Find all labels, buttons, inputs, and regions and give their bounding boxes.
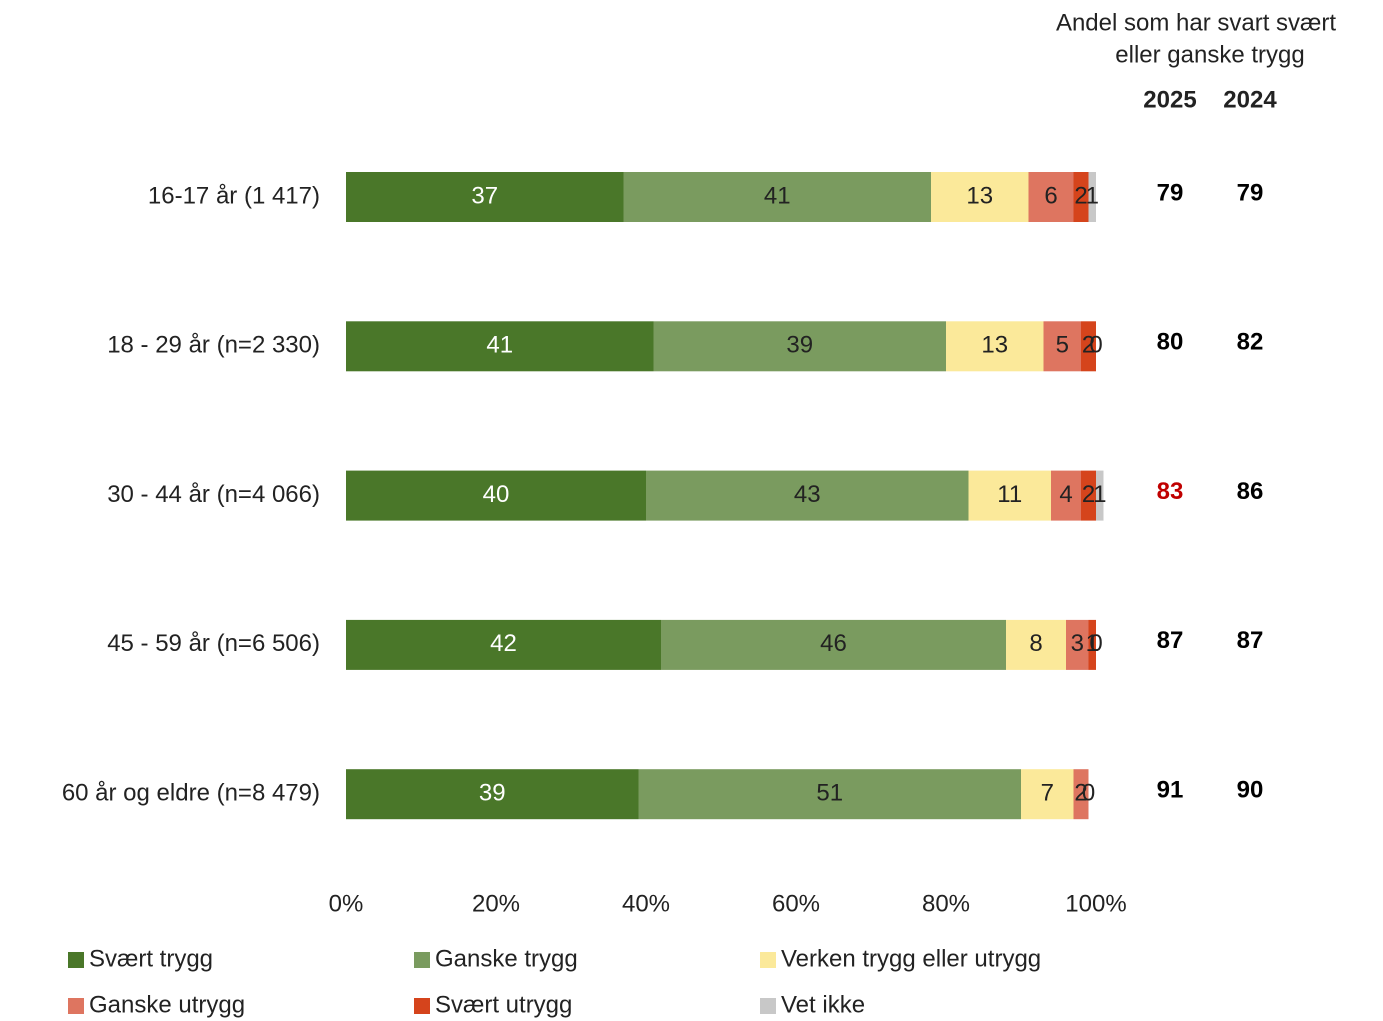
column-value: 79 xyxy=(1157,179,1184,206)
bar-segment xyxy=(646,470,969,521)
data-label: 41 xyxy=(486,332,513,359)
bar-segment xyxy=(638,769,1021,820)
annotation: Andel som har svart svært xyxy=(1056,9,1336,36)
x-tick-label: 40% xyxy=(622,890,670,917)
bar-segment xyxy=(1073,769,1089,820)
data-label: 37 xyxy=(471,182,498,209)
data-label: 0 xyxy=(1082,780,1095,807)
legend-label: Ganske utrygg xyxy=(89,991,245,1018)
bar-segment xyxy=(1081,470,1096,521)
x-tick-label: 100% xyxy=(1065,890,1126,917)
bar-segment xyxy=(1066,619,1089,670)
data-label: 6 xyxy=(1044,182,1057,209)
data-label: 42 xyxy=(490,630,517,657)
bar-segment xyxy=(931,172,1029,222)
column-value: 87 xyxy=(1237,627,1264,654)
column-header: 2025 xyxy=(1143,86,1196,113)
annotation: eller ganske trygg xyxy=(1115,41,1304,68)
bar-segment xyxy=(661,619,1006,670)
data-label: 0 xyxy=(1089,332,1102,359)
data-label: 4 xyxy=(1059,481,1072,508)
data-label: 2 xyxy=(1082,332,1095,359)
legend-swatch xyxy=(68,952,84,968)
category-label: 45 - 59 år (n=6 506) xyxy=(107,630,320,657)
data-label: 1 xyxy=(1086,630,1099,657)
legend-label: Svært utrygg xyxy=(435,991,572,1018)
data-label: 2 xyxy=(1074,182,1087,209)
data-label: 5 xyxy=(1056,332,1069,359)
bar-segment xyxy=(968,470,1051,521)
bar-segment xyxy=(1051,470,1081,521)
bar-segment xyxy=(1096,470,1104,521)
legend-swatch xyxy=(414,952,430,968)
legend-label: Svært trygg xyxy=(89,945,213,972)
x-tick-label: 20% xyxy=(472,890,520,917)
bar-segment xyxy=(346,321,654,372)
bar-segment xyxy=(623,172,931,222)
column-value: 79 xyxy=(1237,179,1264,206)
bar-segment xyxy=(346,769,639,820)
data-label: 13 xyxy=(966,182,993,209)
bar-segment xyxy=(1088,619,1096,670)
bar-segment xyxy=(1043,321,1081,372)
bar-segment xyxy=(1081,321,1096,372)
data-label: 1 xyxy=(1086,182,1099,209)
column-value: 86 xyxy=(1237,478,1264,505)
data-label: 11 xyxy=(997,481,1022,508)
legend-label: Verken trygg eller utrygg xyxy=(781,945,1041,972)
bar-segment xyxy=(346,172,624,222)
x-tick-label: 60% xyxy=(772,890,820,917)
legend-swatch xyxy=(760,952,776,968)
data-label: 2 xyxy=(1082,481,1095,508)
category-label: 16-17 år (1 417) xyxy=(148,182,320,209)
bar-segment xyxy=(946,321,1044,372)
x-tick-label: 0% xyxy=(329,890,364,917)
data-label: 39 xyxy=(786,332,813,359)
column-value: 91 xyxy=(1157,777,1184,804)
legend-label: Vet ikke xyxy=(781,991,865,1018)
bar-segment xyxy=(1028,172,1074,222)
data-label: 2 xyxy=(1074,780,1087,807)
category-label: 18 - 29 år (n=2 330) xyxy=(107,332,320,359)
x-tick-label: 80% xyxy=(922,890,970,917)
data-label: 43 xyxy=(794,481,821,508)
column-value: 82 xyxy=(1237,329,1264,356)
bar-segment xyxy=(1006,619,1066,670)
bar-segment xyxy=(1073,172,1089,222)
category-label: 30 - 44 år (n=4 066) xyxy=(107,481,320,508)
data-label: 1 xyxy=(1093,481,1106,508)
column-header: 2024 xyxy=(1223,86,1277,113)
bar-segment xyxy=(346,619,661,670)
column-value: 87 xyxy=(1157,627,1184,654)
bar-segment xyxy=(653,321,946,372)
legend-label: Ganske trygg xyxy=(435,945,578,972)
column-value: 90 xyxy=(1237,777,1264,804)
data-label: 3 xyxy=(1071,630,1084,657)
data-label: 8 xyxy=(1029,630,1042,657)
data-label: 7 xyxy=(1041,780,1054,807)
column-value: 83 xyxy=(1157,478,1184,505)
bar-segment xyxy=(1021,769,1074,820)
data-label: 41 xyxy=(764,182,791,209)
bar-segment xyxy=(1088,172,1096,222)
legend-swatch xyxy=(414,998,430,1014)
data-label: 51 xyxy=(816,780,843,807)
data-label: 13 xyxy=(981,332,1008,359)
data-label: 0 xyxy=(1089,630,1102,657)
column-value: 80 xyxy=(1157,329,1184,356)
legend-swatch xyxy=(760,998,776,1014)
data-label: 46 xyxy=(820,630,847,657)
category-label: 60 år og eldre (n=8 479) xyxy=(62,780,320,807)
bar-segment xyxy=(346,470,646,521)
data-label: 40 xyxy=(483,481,510,508)
legend-swatch xyxy=(68,998,84,1014)
data-label: 39 xyxy=(479,780,506,807)
